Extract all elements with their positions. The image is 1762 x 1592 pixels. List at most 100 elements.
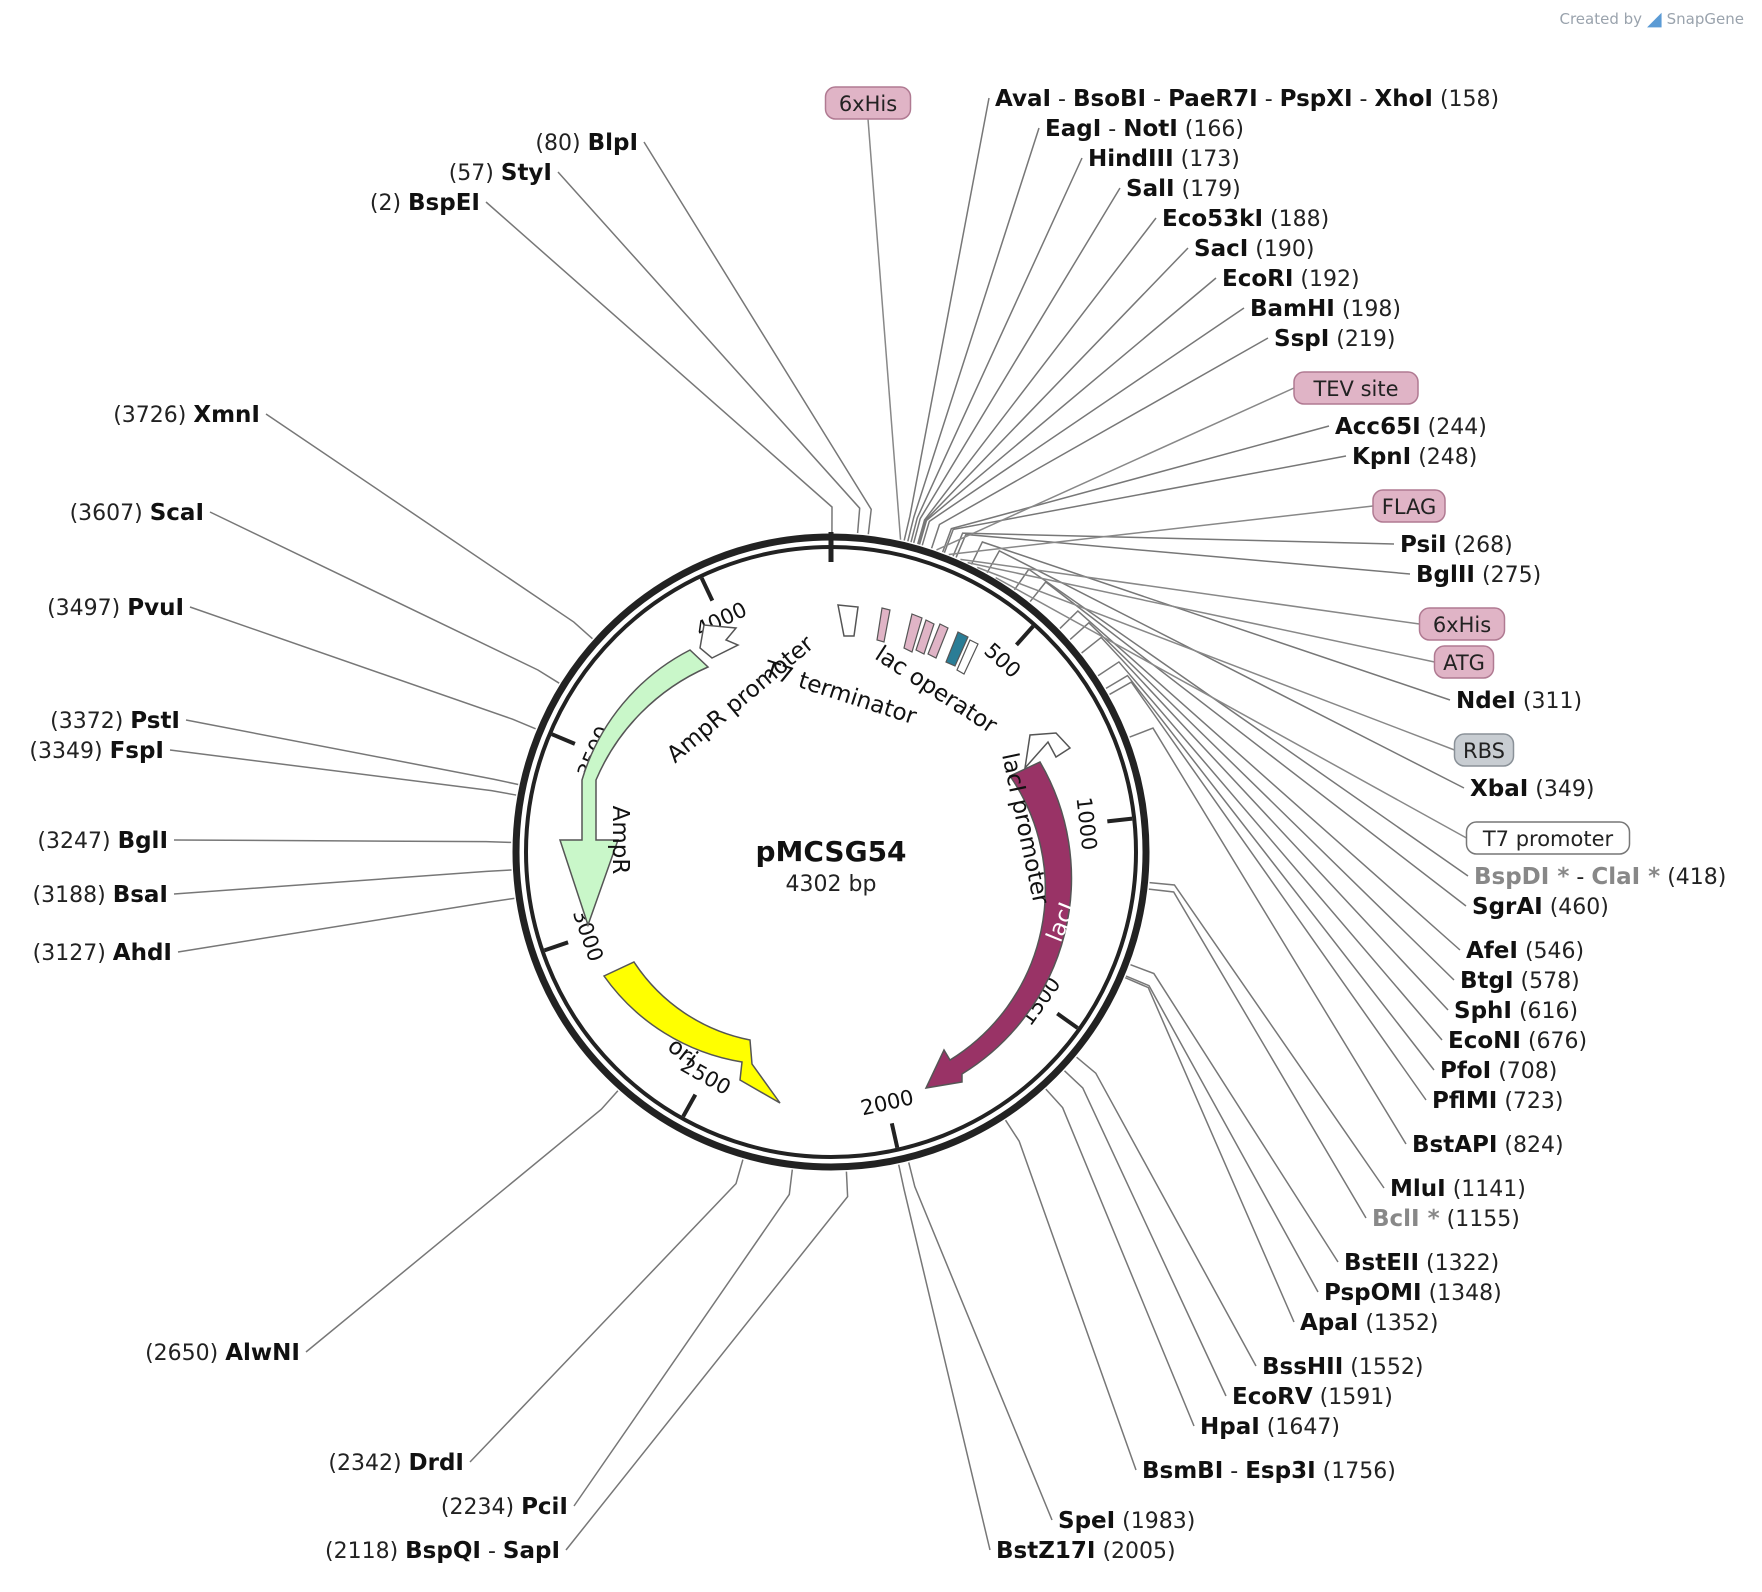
enzyme-label-sca[interactable]: (3607) ScaI [70,500,204,526]
enzyme-name: SapI [503,1538,560,1564]
enzyme-label-sap[interactable]: (2118) BspQI - SapI [325,1538,560,1564]
enzyme-label-bstap[interactable]: BstAPI (824) [1412,1132,1564,1158]
enzyme-label-bam[interactable]: BamHI (198) [1250,296,1401,322]
enzyme-name: ClaI * [1591,864,1660,890]
enzyme-position: (616) [1512,999,1578,1024]
leader-line-bstz [897,1164,991,1551]
enzyme-label-econ[interactable]: EcoNI (676) [1448,1028,1587,1054]
feature-tag-box-flag[interactable] [1372,489,1446,523]
enzyme-name: SphI [1454,998,1512,1024]
enzyme-label-bspe[interactable]: (2) BspEI [370,190,480,216]
enzyme-label-nde[interactable]: NdeI (311) [1456,688,1582,714]
leader-line-pvu [189,606,536,730]
enzyme-label-sal[interactable]: SalI (179) [1126,176,1241,202]
enzyme-position: (188) [1263,207,1329,232]
enzyme-label-ecori[interactable]: EcoRI (192) [1222,266,1360,292]
tick-mark-3500 [551,732,576,746]
enzyme-label-btg[interactable]: BtgI (578) [1460,968,1580,994]
enzyme-label-bstz[interactable]: BstZ17I (2005) [996,1538,1176,1564]
leader-line-blp [643,141,872,535]
enzyme-label-ahd[interactable]: (3127) AhdI [33,940,172,966]
enzyme-label-hind[interactable]: HindIII (173) [1088,146,1240,172]
enzyme-label-kpn[interactable]: KpnI (248) [1352,444,1477,470]
enzyme-label-bsmbi[interactable]: BsmBI - Esp3I (1756) [1142,1458,1396,1484]
feature-tag-box-his1[interactable] [824,86,912,120]
enzyme-label-mlu[interactable]: MluI (1141) [1390,1176,1526,1202]
enzyme-label-bcl[interactable]: BclI * (1155) [1372,1206,1520,1232]
enzyme-name: BsmBI [1142,1458,1223,1484]
enzyme-label-alwn[interactable]: (2650) AlwNI [145,1340,300,1366]
enzyme-label-spe[interactable]: SpeI (1983) [1058,1508,1195,1534]
plasmid-name: pMCSG54 [755,835,906,868]
enzyme-label-eag[interactable]: EagI - NotI (166) [1045,116,1244,142]
enzyme-label-blp[interactable]: (80) BlpI [535,130,638,156]
snapgene-credit: Created by ◢ SnapGene [1560,8,1745,30]
enzyme-label-cla[interactable]: BspDI * - ClaI * (418) [1474,864,1726,890]
feature-tag-box-t7p[interactable] [1465,821,1631,855]
enzyme-position: (708) [1491,1059,1557,1084]
leader-line-sca [209,511,560,684]
enzyme-label-pfo[interactable]: PfoI (708) [1440,1058,1557,1084]
enzyme-position: (1983) [1115,1509,1195,1534]
enzyme-name: BspEI [408,190,480,216]
enzyme-position: (3247) [37,829,117,854]
leader-line-bspe [485,201,833,533]
enzyme-position: (2342) [328,1451,408,1476]
enzyme-label-pci[interactable]: (2234) PciI [441,1494,568,1520]
enzyme-label-psi[interactable]: PsiI (268) [1400,532,1513,558]
enzyme-label-afe[interactable]: AfeI (546) [1466,938,1584,964]
enzyme-position: (1756) [1316,1459,1396,1484]
enzyme-label-sgra[interactable]: SgrAI (460) [1472,894,1609,920]
enzyme-label-pvu[interactable]: (3497) PvuI [47,595,184,621]
leader-line-bgl2 [955,533,1411,575]
leader-line-ssp [930,337,1269,549]
enzyme-label-ssp[interactable]: SspI (219) [1274,326,1395,352]
enzyme-label-sac[interactable]: SacI (190) [1194,236,1314,262]
ampr-arrow[interactable] [558,649,710,928]
leader-line-bcl [1148,888,1367,1219]
leader-line-ecori [918,277,1217,545]
enzyme-label-ava[interactable]: AvaI - BsoBI - PaeR7I - PspXI - XhoI (15… [995,86,1499,112]
enzyme-label-hpa[interactable]: HpaI (1647) [1200,1414,1340,1440]
enzyme-label-bsa[interactable]: (3188) BsaI [33,882,168,908]
feature-tag-box-rbs[interactable] [1453,733,1515,767]
enzyme-name: MluI [1390,1176,1446,1202]
feature-tag-box-tev[interactable] [1293,371,1419,405]
enzyme-name: EagI [1045,116,1101,142]
enzyme-label-pspom[interactable]: PspOMI (1348) [1324,1280,1502,1306]
enzyme-position: (192) [1293,267,1359,292]
enzyme-label-drd[interactable]: (2342) DrdI [328,1450,464,1476]
enzyme-label-acc65[interactable]: Acc65I (244) [1335,414,1487,440]
enzyme-name: PstI [130,708,180,734]
enzyme-label-eco53[interactable]: Eco53kI (188) [1162,206,1329,232]
enzyme-position: (2234) [441,1495,521,1520]
enzyme-label-bsteii[interactable]: BstEII (1322) [1344,1250,1499,1276]
leader-line-hpa [1045,1088,1195,1427]
enzyme-label-sph[interactable]: SphI (616) [1454,998,1578,1024]
laci-promoter-arrow[interactable] [1023,732,1072,771]
enzyme-label-bgl1[interactable]: (3247) BglI [37,828,168,854]
mcs-feature-4 [927,623,949,659]
leader-line-btg [1069,621,1455,981]
enzyme-name: BssHII [1262,1354,1343,1380]
enzyme-label-pflm[interactable]: PflMI (723) [1432,1088,1564,1114]
t7-terminator-mark[interactable] [837,604,859,637]
ori-arrow[interactable] [602,961,781,1104]
ampr-promoter-arrow[interactable] [699,624,740,659]
enzyme-label-ecorv[interactable]: EcoRV (1591) [1232,1384,1393,1410]
enzyme-name: AhdI [113,940,172,966]
enzyme-label-fsp[interactable]: (3349) FspI [29,738,164,764]
enzyme-label-sty[interactable]: (57) StyI [449,160,552,186]
enzyme-name: PciI [521,1494,568,1520]
enzyme-label-bgl2[interactable]: BglII (275) [1416,562,1541,588]
enzyme-position: (158) [1433,87,1499,112]
enzyme-position: (1647) [1260,1415,1340,1440]
enzyme-label-bsshii[interactable]: BssHII (1552) [1262,1354,1423,1380]
laci-arrow[interactable] [924,761,1073,1089]
feature-tag-box-his2[interactable] [1418,607,1506,641]
enzyme-label-xba[interactable]: XbaI (349) [1470,776,1594,802]
feature-tag-box-atg[interactable] [1433,645,1495,679]
enzyme-label-pst[interactable]: (3372) PstI [50,708,180,734]
enzyme-label-xmn[interactable]: (3726) XmnI [113,402,260,428]
enzyme-label-apa[interactable]: ApaI (1352) [1300,1310,1439,1336]
